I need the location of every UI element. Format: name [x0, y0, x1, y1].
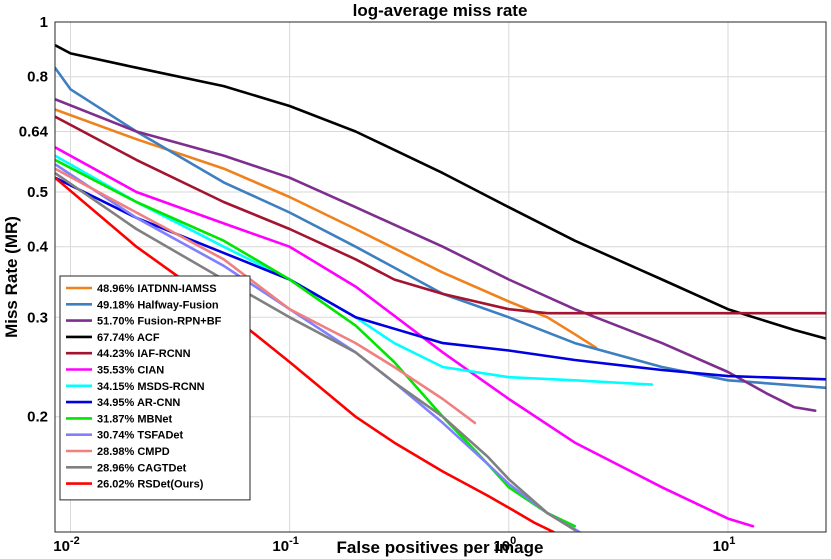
- series-line-11: [55, 171, 577, 532]
- y-tick-label: 0.2: [27, 409, 48, 426]
- legend-label: 34.95% AR-CNN: [97, 397, 180, 409]
- legend-label: 49.18% Halfway-Fusion: [97, 299, 219, 311]
- legend-label: 44.23% IAF-RCNN: [97, 348, 191, 360]
- series-line-7: [55, 176, 826, 381]
- x-tick-base: 10: [713, 538, 730, 555]
- series-line-3: [55, 43, 826, 340]
- y-tick-label: 0.8: [27, 69, 48, 86]
- legend-label: 35.53% CIAN: [97, 365, 164, 377]
- x-tick-base: 10: [272, 538, 289, 555]
- x-tick-label: 101: [713, 535, 736, 555]
- x-tick-exponent: -1: [289, 535, 299, 547]
- x-tick-exponent: 1: [729, 535, 735, 547]
- series-line-0: [55, 108, 598, 350]
- legend-label: 67.74% ACF: [97, 332, 160, 344]
- series-line-6: [55, 154, 654, 386]
- legend-label: 34.15% MSDS-RCNN: [97, 381, 205, 393]
- plot-frame: [54, 21, 827, 533]
- series-line-10: [55, 167, 477, 425]
- series-line-5: [55, 146, 755, 528]
- legend-label: 28.98% CMPD: [97, 446, 170, 458]
- x-tick-exponent: -2: [70, 535, 80, 547]
- y-tick-label: 0.4: [27, 239, 49, 256]
- legend: 48.96% IATDNN-IAMSS 49.18% Halfway-Fusion…: [59, 275, 251, 501]
- series-line-4: [55, 115, 826, 315]
- y-tick-label: 1: [40, 14, 48, 31]
- series-lines: [55, 43, 826, 532]
- x-tick-label: 100: [493, 535, 516, 555]
- y-tick-label: 0.64: [19, 123, 49, 140]
- legend-label: 31.87% MBNet: [97, 413, 173, 425]
- legend-label: 30.74% TSFADet: [97, 430, 184, 442]
- x-axis-label: False positives per image: [337, 538, 544, 557]
- legend-label: 28.96% CAGTDet: [97, 462, 187, 474]
- legend-label: 26.02% RSDet(Ours): [97, 479, 204, 491]
- chart-title: log-average miss rate: [353, 1, 528, 20]
- y-tick-label: 0.3: [27, 309, 48, 326]
- series-line-8: [55, 158, 577, 528]
- x-tick-label: 10-1: [272, 535, 298, 555]
- x-tick-base: 10: [493, 538, 510, 555]
- y-axis-label: Miss Rate (MR): [2, 216, 21, 338]
- x-tick-label: 10-2: [53, 535, 79, 555]
- legend-box: [59, 275, 251, 501]
- series-line-1: [55, 66, 826, 390]
- y-tick-label: 0.5: [27, 184, 48, 201]
- legend-label: 51.70% Fusion-RPN+BF: [97, 316, 222, 328]
- series-line-2: [55, 97, 817, 413]
- x-tick-exponent: 0: [510, 535, 516, 547]
- legend-label: 48.96% IATDNN-IAMSS: [97, 283, 217, 295]
- x-tick-base: 10: [53, 538, 70, 555]
